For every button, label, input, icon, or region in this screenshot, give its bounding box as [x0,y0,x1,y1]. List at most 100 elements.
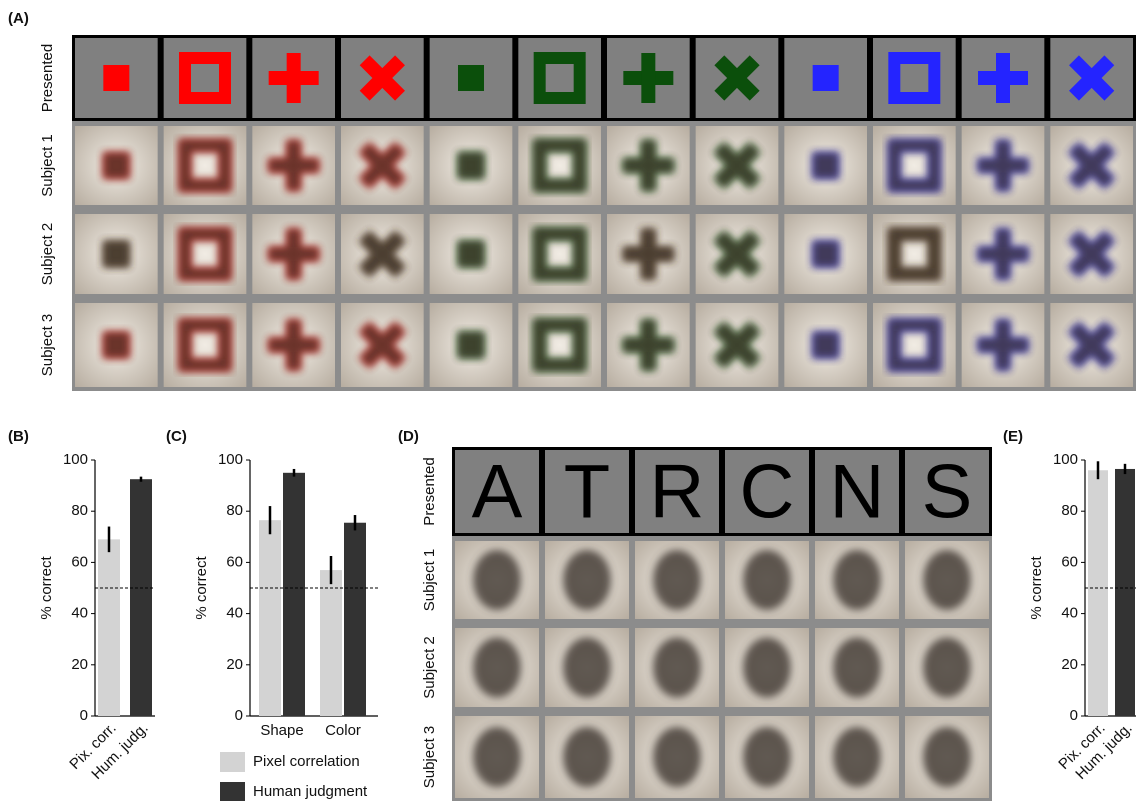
reconstruction-image [696,126,779,205]
shape-bar [996,320,1010,370]
image-tile [518,126,601,205]
blur-shape [743,638,791,698]
blur-shape [923,638,971,698]
blur-shape [923,727,971,787]
shape-bar [641,141,655,191]
reconstruction-image [607,126,690,205]
image-tile [518,303,601,387]
shape-bar [641,229,655,279]
y-tick-label: 0 [1070,707,1078,724]
image-tile [873,126,956,205]
reconstruction-image [164,126,247,205]
y-tick-label: 40 [1061,605,1078,622]
shape-bar [287,229,301,279]
y-axis-label: % correct [1028,556,1045,620]
y-tick-label: 60 [226,553,243,570]
stimulus-cell [873,38,956,118]
panel-label: (A) [8,10,29,27]
reconstruction-image [784,214,867,294]
blur-shape [743,727,791,787]
legend-swatch [220,782,245,801]
y-tick-label: 60 [71,553,88,570]
shape [458,241,484,267]
reconstruction-image [430,303,513,387]
reconstruction-image [252,303,335,387]
reconstruction-image [341,303,424,387]
reconstruction-image [164,214,247,294]
image-tile [873,303,956,387]
blur-shape [743,550,791,610]
reconstruction-image [545,541,629,619]
reconstruction-image [518,126,601,205]
legend-label: Pixel correlation [253,753,360,770]
reconstruction-image [905,628,989,707]
blur-shape [473,727,521,787]
x-tick-label: Color [325,722,361,739]
shape-bar [641,53,655,103]
row-label: Subject 3 [39,314,56,377]
reconstruction-image [1050,214,1133,294]
shape-bar [287,320,301,370]
reconstruction-image [164,303,247,387]
row-label: Presented [421,457,438,525]
figure: (A) (D) PresentedSubject 1Subject 2Subje… [0,0,1136,801]
shape-bar [641,320,655,370]
reconstruction-image [962,126,1045,205]
bar [320,570,342,716]
row-label: Subject 3 [421,726,438,789]
reconstruction-image [607,214,690,294]
stimulus-letter: N [830,450,885,535]
shape [103,332,129,358]
image-tile [164,214,247,294]
y-tick-label: 60 [1061,553,1078,570]
shape-bar [287,53,301,103]
y-tick-label: 80 [1061,502,1078,519]
shape [813,332,839,358]
image-tile [518,214,601,294]
y-tick-label: 0 [80,707,88,724]
reconstruction-image [545,716,629,798]
shape [103,65,129,91]
reconstruction-image [518,303,601,387]
reconstruction-image [635,541,719,619]
reconstruction-image [784,303,867,387]
stimulus-cell [164,38,247,118]
y-axis-label: % correct [38,556,55,620]
y-tick-label: 20 [1061,656,1078,673]
row-label: Subject 2 [421,636,438,699]
blur-shape [563,727,611,787]
row-label: Subject 1 [421,549,438,612]
reconstruction-image [1050,126,1133,205]
y-tick-label: 100 [218,451,243,468]
panel-label: (E) [1003,428,1023,445]
reconstruction-image [696,303,779,387]
reconstruction-image [873,214,956,294]
image-tile [164,303,247,387]
image-tile [873,214,956,294]
reconstruction-image [545,628,629,707]
reconstruction-image [962,214,1045,294]
panel-label: (B) [8,428,29,445]
reconstruction-image [75,126,158,205]
shape-bar [996,53,1010,103]
shape [813,65,839,91]
reconstruction-image [905,716,989,798]
shape-bar [996,141,1010,191]
reconstruction-image [815,628,899,707]
blur-shape [833,727,881,787]
legend-label: Human judgment [253,783,368,800]
y-tick-label: 100 [63,451,88,468]
stimulus-letter: S [922,450,973,535]
stimulus-letter: R [650,450,705,535]
image-tile [164,126,247,205]
reconstruction-image [430,126,513,205]
reconstruction-image [252,126,335,205]
row-label: Presented [39,44,56,112]
bar [259,520,281,716]
reconstruction-image [455,541,539,619]
blur-shape [923,550,971,610]
row-label: Subject 2 [39,223,56,286]
stimulus-letter: C [740,450,795,535]
blur-shape [563,638,611,698]
reconstruction-image [815,716,899,798]
